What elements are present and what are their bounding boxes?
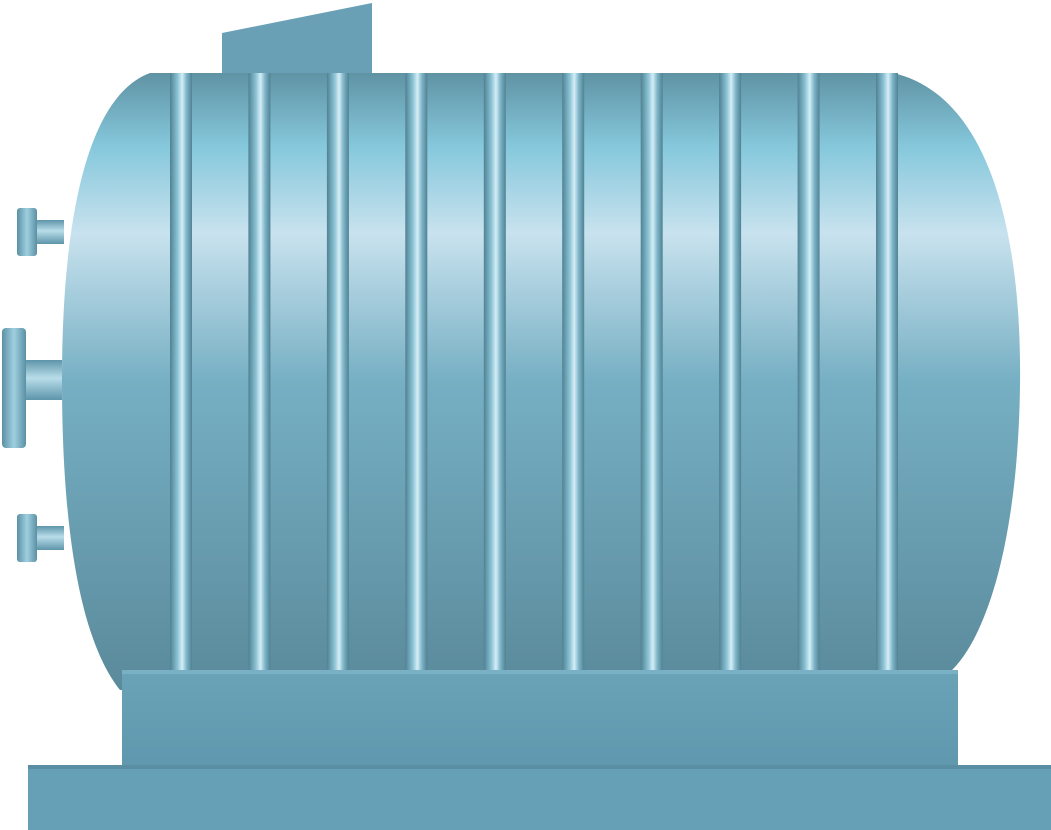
shell-ribs: [170, 73, 898, 670]
shell-rib: [170, 73, 192, 670]
shell-rib: [248, 73, 271, 670]
top-hatch: [222, 3, 372, 73]
shell-rib: [640, 73, 663, 670]
base-saddle: [122, 670, 958, 768]
nozzle-bottom: [17, 514, 64, 562]
shell-rib: [797, 73, 820, 670]
nozzle-top: [17, 208, 64, 256]
base-saddle-top-edge: [122, 670, 958, 674]
shell-rib: [405, 73, 428, 670]
foundation-plinth: [28, 765, 1051, 830]
tank-shell: [62, 73, 1021, 690]
shell-rib: [562, 73, 585, 670]
shell-rib: [719, 73, 742, 670]
shell-rib: [326, 73, 349, 670]
shell-rib: [876, 73, 898, 670]
nozzle-middle: [2, 328, 62, 448]
foundation-top-edge: [28, 765, 1051, 769]
shell-rib: [483, 73, 506, 670]
